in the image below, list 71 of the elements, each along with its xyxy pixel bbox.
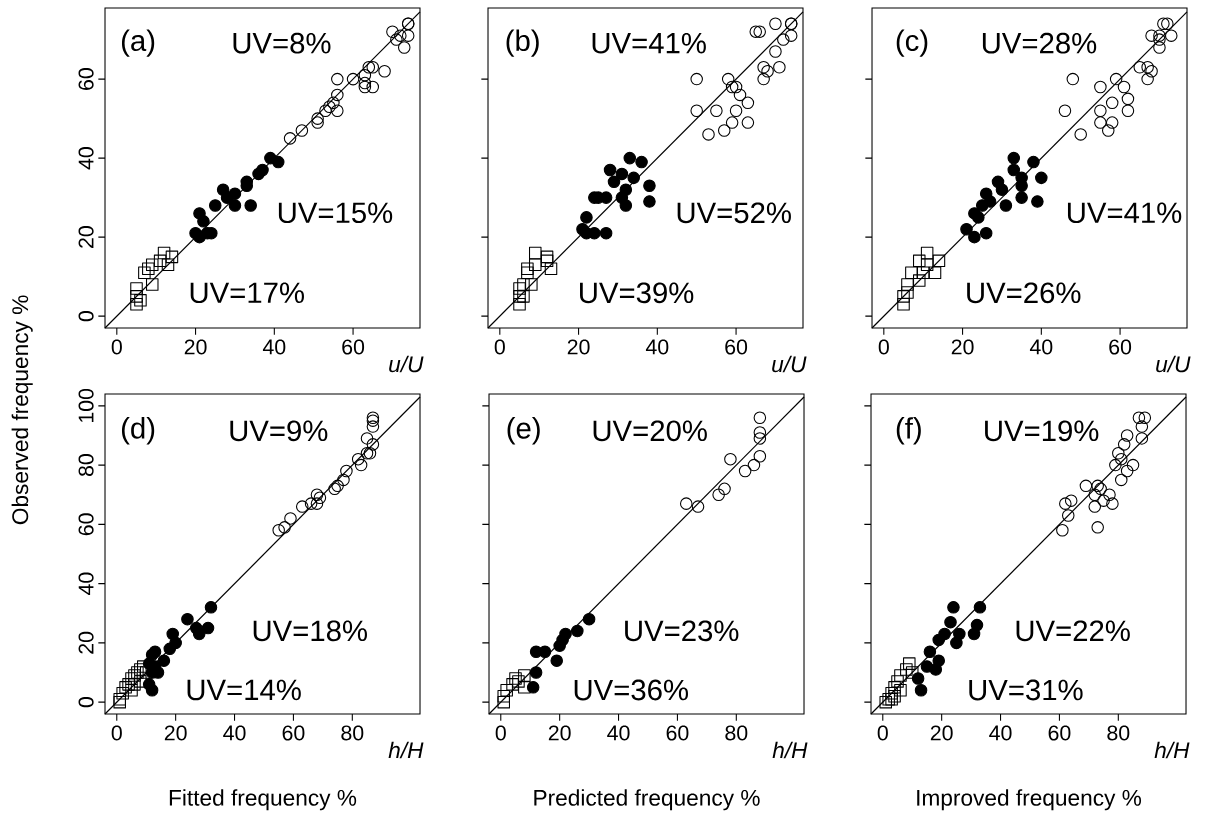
x-tick-label: 40	[607, 725, 630, 741]
text: Predicted frequency %	[534, 789, 760, 811]
annotation: (b)	[506, 29, 539, 57]
x-tick-label: 0	[111, 339, 122, 355]
annotation: (f)	[896, 417, 921, 445]
x-tick-label: 20	[548, 725, 571, 741]
x-tick-label: 80	[1107, 725, 1130, 741]
y-tick-label: 40	[78, 147, 94, 170]
y-tick-label: 80	[78, 454, 94, 477]
text: Improved frequency %	[917, 789, 1142, 811]
annotation: UV=22%	[1016, 620, 1130, 642]
annotation: UV=41%	[1067, 202, 1182, 224]
annotation: UV=52%	[677, 202, 791, 224]
x-tick-label: 20	[951, 339, 974, 355]
x-tick-label: 40	[989, 725, 1012, 741]
x-axis-title: u/U	[1156, 355, 1191, 373]
annotation: (a)	[121, 29, 155, 57]
annotation: UV=19%	[985, 420, 1099, 442]
annotation: (e)	[507, 417, 540, 445]
annotation: UV=26%	[967, 282, 1081, 304]
x-axis-title: h/H	[388, 741, 424, 759]
x-axis-title: h/H	[1154, 741, 1190, 759]
x-tick-label: 40	[1029, 339, 1053, 355]
x-tick-label: 40	[223, 725, 246, 741]
x-tick-label: 40	[262, 339, 286, 355]
y-tick-label: 20	[78, 631, 94, 654]
annotation: UV=39%	[580, 282, 694, 304]
y-axis-title: Observed frequency %	[11, 295, 33, 525]
text: Fitted frequency %	[169, 789, 357, 811]
x-tick-label: 60	[1109, 339, 1132, 355]
x-axis-title: u/U	[389, 355, 424, 373]
x-tick-label: 60	[666, 725, 689, 741]
annotation: (d)	[121, 417, 155, 445]
x-tick-label: 20	[164, 725, 187, 741]
x-tick-label: 80	[725, 725, 748, 741]
x-tick-label: 60	[282, 725, 305, 741]
annotation: UV=28%	[982, 32, 1097, 54]
annotation: UV=20%	[593, 420, 707, 442]
y-tick-label: 0	[78, 697, 94, 708]
x-tick-label: 60	[1048, 725, 1071, 741]
x-tick-label: 0	[877, 725, 888, 741]
annotation: UV=15%	[278, 202, 393, 224]
annotation: UV=18%	[253, 620, 367, 642]
annotation: UV=36%	[574, 679, 688, 701]
annotation: UV=23%	[625, 620, 739, 642]
y-tick-label: 100	[78, 388, 94, 423]
y-tick-label: 40	[78, 572, 94, 596]
annotation: UV=8%	[233, 32, 331, 54]
annotation: UV=17%	[190, 282, 304, 304]
y-tick-label: 60	[78, 513, 94, 536]
annotation: (c)	[896, 29, 928, 57]
x-tick-label: 0	[111, 725, 122, 741]
y-tick-label: 0	[78, 311, 94, 322]
y-tick-label: 20	[78, 226, 94, 248]
x-axis-title: u/U	[772, 355, 807, 373]
x-tick-label: 20	[930, 725, 953, 741]
x-tick-label: 40	[645, 339, 669, 355]
x-tick-label: 60	[725, 339, 748, 355]
annotation: UV=14%	[187, 679, 301, 701]
x-tick-label: 20	[567, 339, 590, 355]
x-tick-label: 80	[341, 725, 364, 741]
annotation: UV=9%	[230, 420, 328, 442]
y-tick-label: 60	[78, 68, 94, 90]
x-tick-label: 20	[184, 339, 207, 355]
x-tick-label: 0	[878, 339, 889, 355]
annotation: UV=31%	[969, 679, 1083, 701]
x-tick-label: 60	[342, 339, 365, 355]
annotation: UV=41%	[592, 32, 706, 54]
x-tick-label: 0	[495, 725, 506, 741]
x-axis-title: h/H	[772, 741, 808, 759]
x-tick-label: 0	[494, 339, 505, 355]
